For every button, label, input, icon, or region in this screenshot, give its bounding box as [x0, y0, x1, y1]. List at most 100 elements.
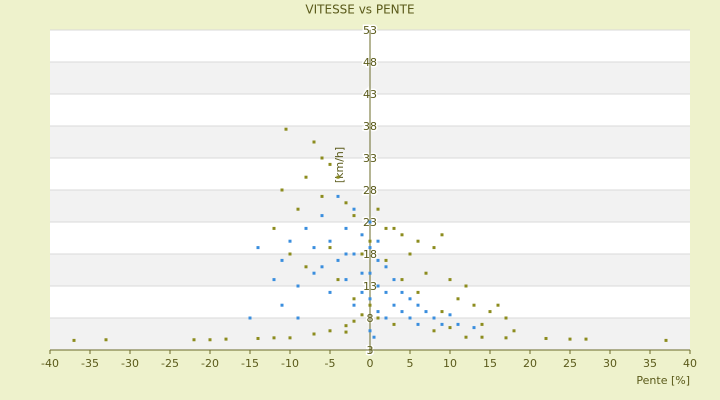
point — [328, 246, 332, 250]
point — [288, 239, 292, 243]
point — [104, 338, 108, 342]
point — [296, 284, 300, 288]
x-tick-label: -5 — [325, 357, 336, 370]
point — [284, 127, 288, 131]
x-tick-label: 25 — [563, 357, 577, 370]
point — [280, 303, 284, 307]
point — [360, 233, 364, 237]
point — [208, 338, 212, 342]
point — [344, 324, 348, 328]
x-tick-label: 40 — [683, 357, 697, 370]
point — [384, 258, 388, 262]
point — [320, 194, 324, 198]
point — [304, 265, 308, 269]
point — [480, 335, 484, 339]
point — [328, 290, 332, 294]
point — [296, 207, 300, 211]
point — [280, 258, 284, 262]
point — [400, 278, 404, 282]
point — [488, 310, 492, 314]
point — [464, 335, 468, 339]
x-tick-label: 0 — [367, 357, 374, 370]
x-tick-label: 20 — [523, 357, 537, 370]
point — [472, 326, 476, 330]
x-tick-label: 5 — [407, 357, 414, 370]
point — [288, 336, 292, 340]
point — [336, 194, 340, 198]
point — [392, 303, 396, 307]
point — [312, 332, 316, 336]
point — [496, 303, 500, 307]
point — [368, 246, 372, 250]
point — [328, 239, 332, 243]
point — [416, 239, 420, 243]
point — [448, 326, 452, 330]
point — [392, 226, 396, 230]
point — [280, 188, 284, 192]
point — [400, 233, 404, 237]
point — [440, 322, 444, 326]
point — [296, 316, 300, 320]
point — [424, 310, 428, 314]
point — [360, 252, 364, 256]
point — [352, 303, 356, 307]
point — [272, 226, 276, 230]
point — [320, 156, 324, 160]
point — [248, 316, 252, 320]
point — [424, 271, 428, 275]
point — [376, 316, 380, 320]
point — [344, 201, 348, 205]
point — [384, 290, 388, 294]
point — [432, 329, 436, 333]
x-axis-title: Pente [%] — [636, 374, 690, 387]
point — [376, 239, 380, 243]
x-tick-label: -15 — [241, 357, 259, 370]
point — [456, 322, 460, 326]
point — [400, 310, 404, 314]
point — [320, 214, 324, 218]
x-tick-label: -40 — [41, 357, 59, 370]
point — [272, 336, 276, 340]
point — [344, 226, 348, 230]
point — [352, 252, 356, 256]
point — [544, 336, 548, 340]
point — [584, 337, 588, 341]
point — [416, 322, 420, 326]
point — [368, 297, 372, 301]
point — [440, 233, 444, 237]
point — [336, 278, 340, 282]
point — [328, 329, 332, 333]
point — [352, 207, 356, 211]
point — [376, 258, 380, 262]
point — [504, 336, 508, 340]
point — [504, 316, 508, 320]
point — [320, 265, 324, 269]
point — [432, 316, 436, 320]
point — [312, 246, 316, 250]
point — [472, 303, 476, 307]
point — [352, 297, 356, 301]
point — [352, 319, 356, 323]
x-tick-label: -30 — [121, 357, 139, 370]
point — [480, 322, 484, 326]
point — [344, 252, 348, 256]
x-tick-label: 35 — [643, 357, 657, 370]
x-tick-label: 10 — [443, 357, 457, 370]
y-axis-title: [km/h] — [333, 147, 346, 183]
point — [304, 175, 308, 179]
point — [272, 278, 276, 282]
x-tick-label: -35 — [81, 357, 99, 370]
x-tick-label: 15 — [483, 357, 497, 370]
point — [376, 207, 380, 211]
point — [360, 290, 364, 294]
point — [312, 140, 316, 144]
point — [304, 226, 308, 230]
point — [432, 246, 436, 250]
point — [440, 310, 444, 314]
point — [344, 278, 348, 282]
point — [456, 297, 460, 301]
point — [376, 284, 380, 288]
point — [416, 303, 420, 307]
point — [344, 330, 348, 334]
